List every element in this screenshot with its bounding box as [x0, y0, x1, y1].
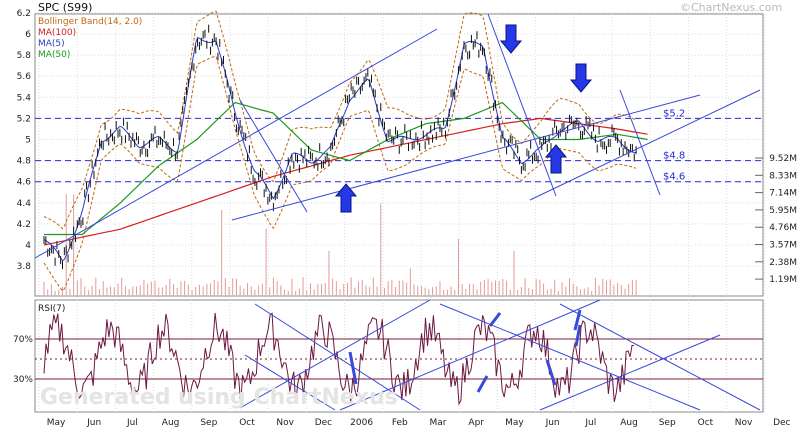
rsi-tick-label: 70% [13, 335, 33, 345]
arrow-up-icon [334, 183, 358, 213]
x-tick-label: Mar [430, 418, 447, 428]
rsi-arrow-icon [488, 312, 502, 327]
legend: Bollinger Band(14, 2.0)MA(100)MA(5)MA(50… [38, 17, 142, 60]
x-tick-label: Apr [468, 418, 484, 428]
rsi-lines [43, 299, 761, 411]
x-tick-label: May [47, 418, 66, 428]
volume-tick-label: 5.95M [769, 206, 797, 216]
level-label: $4.8 [663, 151, 685, 162]
volume-tick-label: 2.38M [769, 258, 797, 268]
price-lines [43, 10, 648, 292]
price-tick-label: 4 [25, 241, 31, 251]
bollinger-lower [43, 55, 637, 292]
rsi-arrow-icon [573, 309, 582, 331]
rsi-trend-line [539, 334, 721, 411]
watermark-generated: Generated using ChartNexus [40, 385, 398, 410]
legend-entry: MA(5) [38, 39, 65, 49]
arrow-down-icon [569, 63, 593, 93]
x-tick-label: Dec [773, 418, 790, 428]
volume-tick-label: 4.76M [769, 223, 797, 233]
trend-line [487, 13, 557, 197]
rsi-trend-line [254, 303, 421, 411]
rsi-arrow-icon [545, 359, 557, 386]
annotation-arrows [334, 24, 593, 393]
legend-entry: MA(50) [38, 50, 70, 60]
price-tick-label: 4.2 [17, 220, 31, 230]
rsi-arrow-icon [574, 324, 582, 347]
volume-tick-label: 1.19M [769, 275, 797, 285]
level-label: $4.6 [663, 172, 685, 183]
price-tick-label: 5.4 [17, 93, 32, 103]
trend-line [619, 89, 661, 196]
price-tick-label: 4.8 [17, 157, 32, 167]
x-tick-label: 2006 [350, 418, 373, 428]
arrow-up-icon [544, 144, 568, 174]
price-tick-label: 4.4 [17, 199, 32, 209]
arrow-down-icon [499, 24, 523, 54]
price-tick-label: 3.8 [17, 262, 32, 272]
x-tick-label: Nov [276, 418, 294, 428]
x-tick-label: Jun [86, 418, 101, 428]
x-tick-label: Sep [200, 418, 217, 428]
trend-lines [34, 13, 761, 259]
trend-line [529, 89, 761, 201]
volume-tick-label: 3.57M [769, 241, 797, 251]
rsi-trend-line [239, 299, 431, 409]
x-tick-label: Oct [239, 418, 255, 428]
x-tick-label: Nov [735, 418, 753, 428]
price-tick-label: 5.2 [17, 114, 31, 124]
price-tick-label: 5.6 [17, 72, 32, 82]
x-tick-label: Oct [698, 418, 714, 428]
rsi-tick-label: 30% [13, 375, 33, 385]
rsi-trend-line [244, 354, 336, 411]
ma50-line [44, 101, 648, 236]
x-tick-label: Jul [584, 418, 596, 428]
trend-line [239, 99, 308, 213]
grid [35, 12, 766, 412]
price-tick-label: 6 [25, 30, 31, 40]
volume-tick-label: 8.33M [769, 171, 797, 181]
volume-bars [43, 194, 637, 295]
price-tick-label: 5.8 [17, 51, 32, 61]
x-tick-label: Feb [392, 418, 408, 428]
rsi-trend-line [439, 303, 701, 411]
price-tick-label: 5 [25, 136, 31, 146]
x-tick-label: Aug [162, 418, 180, 428]
ma100-line [43, 117, 648, 246]
x-tick-label: May [505, 418, 524, 428]
x-tick-label: Jul [126, 418, 138, 428]
volume-tick-label: 9.52M [769, 154, 797, 164]
x-tick-label: Dec [315, 418, 332, 428]
chart-title: SPC (S99) [38, 1, 92, 14]
watermark-brand: ©ChartNexus.com [680, 1, 782, 14]
bollinger-upper [43, 10, 637, 230]
level-label: $5.2 [663, 108, 685, 119]
rsi-trend-line [559, 303, 761, 411]
volume-tick-label: 7.14M [769, 189, 797, 199]
rsi-trend-line [339, 299, 601, 411]
x-tick-label: Jun [545, 418, 560, 428]
price-tick-label: 4.6 [17, 178, 32, 188]
x-tick-label: Aug [620, 418, 638, 428]
legend-entry: Bollinger Band(14, 2.0) [38, 17, 142, 27]
rsi-line [43, 312, 635, 406]
price-panel [34, 13, 764, 297]
legend-entry: MA(100) [38, 28, 76, 38]
price-tick-label: 6.2 [17, 9, 31, 19]
rsi-arrow-icon [476, 375, 489, 393]
trend-line [34, 28, 438, 259]
trend-line [231, 94, 701, 221]
axis-labels: 6.2 6 5.8 5.6 5.4 5.2 5 4.8 4.6 4.4 4.2 4 3.8 May Jun J… [13, 9, 797, 428]
rsi-arrow-icon [348, 351, 358, 385]
rsi-title: RSI(7) [38, 304, 65, 314]
x-tick-label: Sep [659, 418, 676, 428]
